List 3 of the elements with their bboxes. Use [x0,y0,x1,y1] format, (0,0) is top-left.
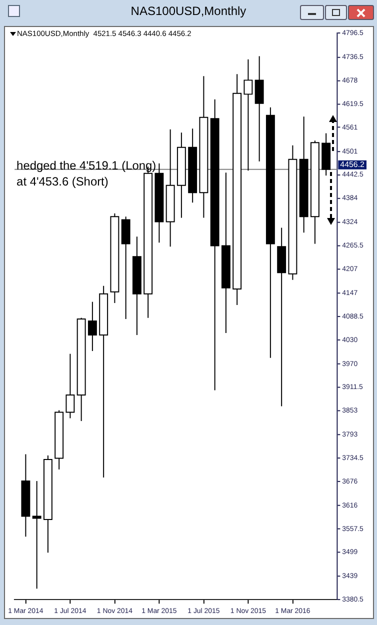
chart-title: NAS100USD,Monthly [130,4,248,18]
ref-line-label: 4456.2 [340,160,366,170]
annotation: hedged the 4'519.1 (Long) at 4'453.6 (Short) [16,158,156,189]
